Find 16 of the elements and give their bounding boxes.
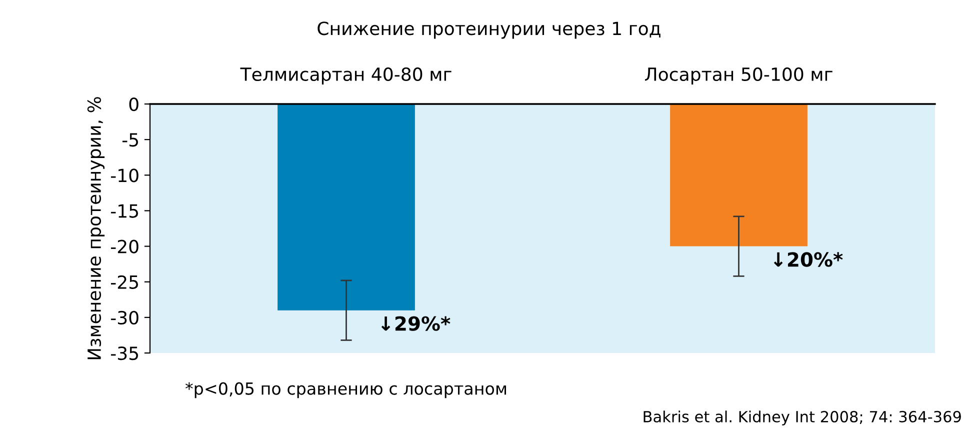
chart-title: Снижение протеинурии через 1 год [318, 22, 660, 39]
y-tick-label: -25 [110, 275, 138, 289]
y-tick-label: 0 [129, 97, 138, 112]
y-tick-label: -10 [110, 168, 138, 182]
annotation: ↓20%* [774, 252, 843, 267]
y-tick-label: -5 [122, 133, 138, 147]
y-tick-label: -30 [110, 310, 138, 325]
x-tick-label: Лосартан 50-100 мг [644, 67, 832, 85]
text: Bakris et al. Kidney Int 2008; 74: 364-369 [644, 410, 961, 426]
y-tick-label: -15 [110, 204, 138, 218]
x-tick-label: Телмисартан 40-80 мг [240, 67, 452, 85]
y-tick-label: -35 [110, 346, 138, 360]
y-tick-label: -20 [110, 240, 138, 254]
annotation: ↓29%* [381, 316, 450, 331]
text: *p<0,05 по сравнению с лосартаном [185, 382, 506, 398]
y-axis-title: Изменение протеинурии, % [87, 97, 105, 360]
